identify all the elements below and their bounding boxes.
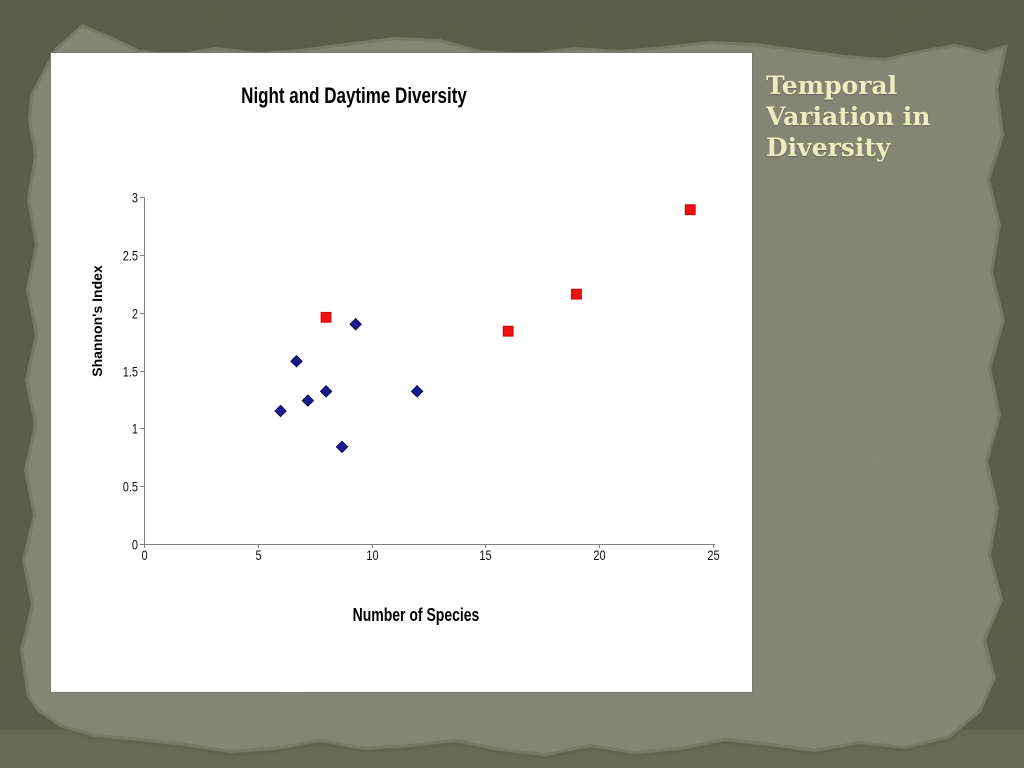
y-axis-label: Shannon's Index [89, 265, 105, 377]
x-axis-label: Number of Species [353, 605, 480, 625]
y-tick-label: 0 [132, 537, 138, 552]
data-point-red-squares [684, 204, 696, 216]
data-point-blue-diamonds [319, 385, 333, 398]
y-tick-label: 2.5 [123, 248, 138, 263]
x-tick-label: 10 [366, 548, 378, 563]
y-tick-label: 2 [132, 306, 138, 321]
data-point-red-squares [320, 311, 332, 323]
chart-title: Night and Daytime Diversity [241, 84, 467, 109]
data-point-blue-diamonds [410, 385, 424, 398]
y-tick-label: 1.5 [123, 364, 138, 379]
x-tick-label: 0 [141, 548, 147, 563]
x-tick-label: 5 [255, 548, 261, 563]
y-tick-label: 0.5 [123, 479, 138, 494]
slide-title-line-2: Variation in [766, 102, 931, 131]
scatter-chart: Night and Daytime Diversity Number of Sp… [89, 84, 720, 626]
slide-title-line-1: Temporal [766, 71, 898, 100]
x-tick-label: 15 [479, 548, 491, 563]
x-tick-label: 25 [707, 548, 719, 563]
x-tick-label: 20 [593, 548, 605, 563]
chart-panel: Night and Daytime Diversity Number of Sp… [50, 52, 753, 693]
y-tick-label: 1 [132, 421, 138, 436]
y-tick-label: 3 [132, 190, 138, 205]
data-point-blue-diamonds [335, 440, 349, 454]
slide-title: Temporal Variation in Diversity [766, 70, 976, 163]
data-point-blue-diamonds [301, 394, 315, 407]
slide-title-line-3: Diversity [766, 133, 891, 162]
data-points [274, 204, 696, 454]
data-point-blue-diamonds [349, 317, 362, 331]
axes: 0 5 10 15 20 25 0 0.5 1 1.5 2 2.5 3 [123, 190, 720, 563]
data-point-blue-diamonds [274, 404, 287, 418]
data-point-red-squares [502, 325, 514, 337]
data-point-blue-diamonds [290, 354, 303, 368]
data-point-red-squares [571, 288, 582, 300]
